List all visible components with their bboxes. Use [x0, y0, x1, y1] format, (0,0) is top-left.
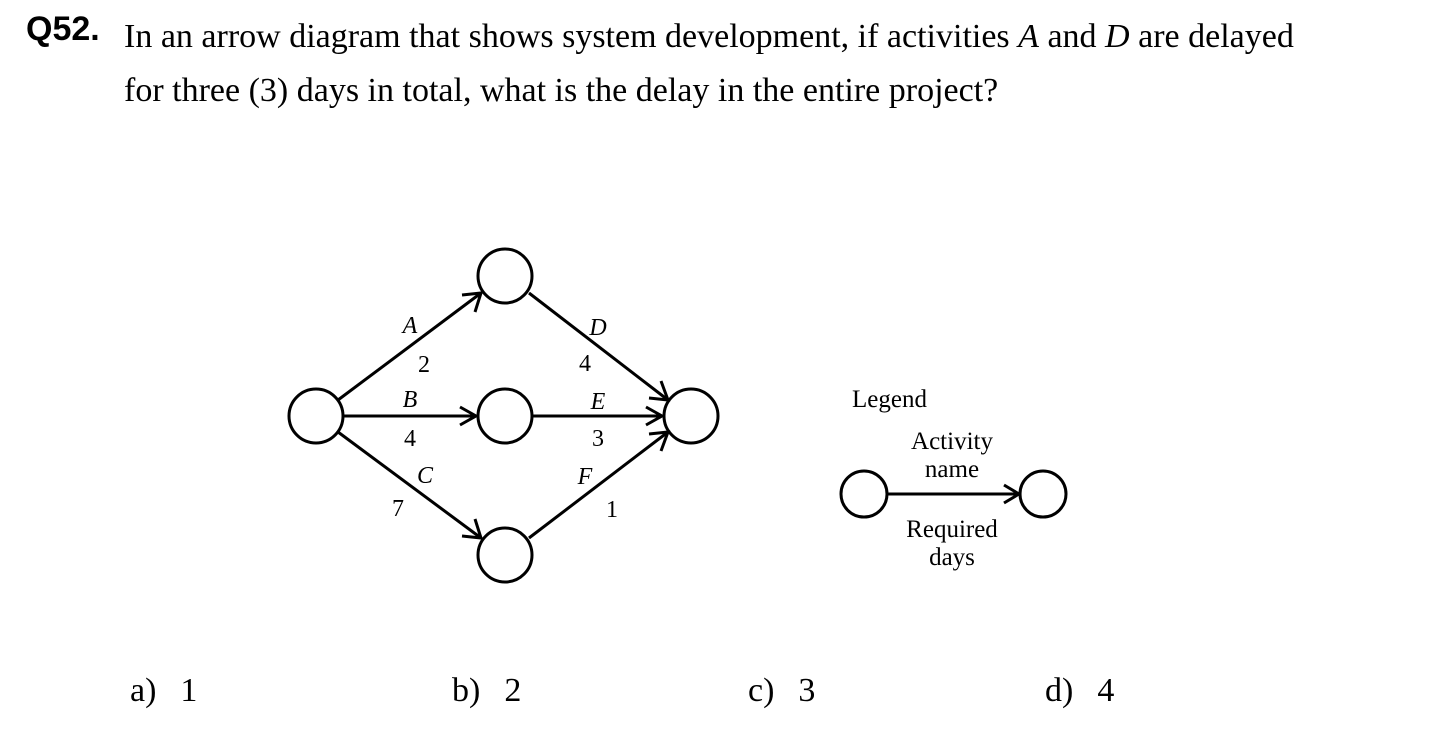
activity-d-ref: D — [1105, 18, 1130, 55]
arrowhead-e — [645, 405, 666, 427]
arrow-activity-f — [528, 430, 669, 540]
node-end — [662, 387, 720, 445]
arrowhead-b — [459, 405, 480, 427]
question-text-line2: for three (3) days in total, what is the… — [124, 72, 999, 109]
days-activity-e: 3 — [592, 426, 604, 452]
option-b-label: b) — [452, 672, 481, 709]
legend-node-right — [1018, 469, 1068, 519]
option-d[interactable]: d) 4 — [1045, 672, 1114, 710]
option-c-value: 3 — [798, 672, 816, 709]
arrowhead-d — [648, 380, 671, 402]
days-activity-d: 4 — [579, 351, 591, 377]
label-activity-c: C — [417, 463, 434, 489]
node-start — [287, 387, 345, 445]
question-number: Q52. — [26, 10, 100, 48]
legend-node-left — [839, 469, 889, 519]
option-b-value: 2 — [504, 672, 522, 709]
legend-title: Legend — [852, 386, 927, 413]
label-activity-a: A — [401, 313, 418, 339]
days-activity-f: 1 — [606, 497, 618, 523]
arrow-activity-c — [337, 430, 482, 540]
label-activity-d: D — [588, 315, 606, 341]
node-middle — [476, 387, 534, 445]
activity-a-ref: A — [1018, 18, 1039, 55]
option-d-label: d) — [1045, 672, 1074, 709]
legend-activity-name-line2: name — [925, 456, 979, 483]
label-activity-e: E — [590, 389, 606, 415]
days-activity-c: 7 — [392, 496, 404, 522]
question-text-part1: In an arrow diagram that shows system de… — [124, 18, 1019, 55]
legend-required-days-line1: Required — [906, 516, 998, 543]
question-text: In an arrow diagram that shows system de… — [124, 10, 1424, 118]
node-bottom — [476, 526, 534, 584]
legend-required-days-line2: days — [929, 544, 975, 571]
arrow-activity-a — [337, 291, 482, 402]
option-c[interactable]: c) 3 — [748, 672, 815, 710]
question-text-part3: are delayed — [1129, 18, 1294, 55]
legend-activity-name-line1: Activity — [911, 428, 993, 455]
legend-arrowhead — [1003, 483, 1022, 505]
arrowhead-f — [648, 430, 671, 452]
option-a[interactable]: a) 1 — [130, 672, 197, 710]
question-text-part2: and — [1038, 18, 1106, 55]
arrow-activity-d — [528, 291, 669, 402]
option-d-value: 4 — [1097, 672, 1115, 709]
days-activity-b: 4 — [404, 426, 416, 452]
node-top — [476, 247, 534, 305]
days-activity-a: 2 — [418, 352, 430, 378]
label-activity-f: F — [577, 464, 593, 490]
option-b[interactable]: b) 2 — [452, 672, 521, 710]
option-a-label: a) — [130, 672, 157, 709]
label-activity-b: B — [403, 387, 418, 413]
option-c-label: c) — [748, 672, 775, 709]
option-a-value: 1 — [180, 672, 198, 709]
arrowhead-a — [461, 291, 484, 313]
arrowhead-c — [461, 518, 484, 540]
